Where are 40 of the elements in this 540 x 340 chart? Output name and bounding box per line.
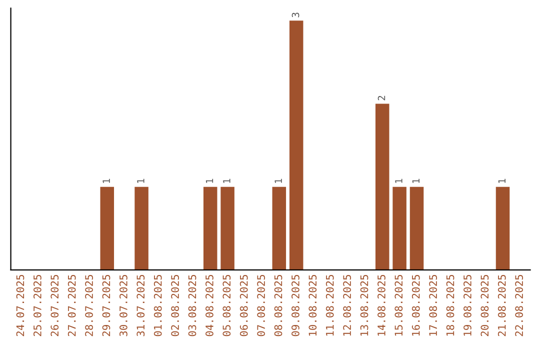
x-tick-label: 11.08.2025 <box>326 274 334 336</box>
data-label: 1 <box>274 178 282 183</box>
x-tick-label: 22.08.2025 <box>515 274 524 336</box>
x-tick-label: 12.08.2025 <box>343 274 351 336</box>
x-tick-label: 03.08.2025 <box>188 274 196 336</box>
x-tick-label: 17.08.2025 <box>429 274 438 336</box>
x-tick-label: 10.08.2025 <box>308 274 317 336</box>
x-tick-label: 06.08.2025 <box>240 274 248 336</box>
x-tick-label: 28.07.2025 <box>85 274 93 336</box>
data-label: 3 <box>292 12 300 18</box>
x-tick-label: 21.08.2025 <box>498 274 506 336</box>
x-tick-label: 18.08.2025 <box>446 274 454 336</box>
data-label: 1 <box>102 178 110 183</box>
data-label: 1 <box>137 178 144 183</box>
x-tick-label: 01.08.2025 <box>154 274 162 336</box>
x-tick-label: 31.07.2025 <box>136 274 145 336</box>
x-tick-label: 26.07.2025 <box>50 274 59 336</box>
data-label: 1 <box>206 178 214 183</box>
x-tick-label: 30.07.2025 <box>120 274 128 336</box>
x-tick-label: 04.08.2025 <box>206 274 214 336</box>
x-tick-label: 05.08.2025 <box>222 274 231 336</box>
data-label: 1 <box>223 178 230 183</box>
data-label: 1 <box>498 178 506 183</box>
data-label: 1 <box>395 178 402 183</box>
x-tick-label: 13.08.2025 <box>360 274 368 336</box>
data-label: 2 <box>378 96 386 100</box>
x-tick-label: 29.07.2025 <box>102 274 110 336</box>
x-tick-label: 09.08.2025 <box>292 274 300 336</box>
x-tick-label: 19.08.2025 <box>464 274 472 336</box>
x-tick-label: 25.07.2025 <box>33 274 42 336</box>
x-tick-label: 24.07.2025 <box>16 274 24 336</box>
x-tick-label: 07.08.2025 <box>257 274 265 336</box>
x-tick-label: 15.08.2025 <box>394 274 403 336</box>
data-label: 1 <box>412 178 420 183</box>
x-tick-label: 20.08.2025 <box>480 274 489 336</box>
x-tick-label: 27.07.2025 <box>68 274 76 336</box>
x-tick-label: 08.08.2025 <box>274 274 282 336</box>
x-tick-label: 02.08.2025 <box>171 274 179 336</box>
x-tick-label: 14.08.2025 <box>378 274 386 336</box>
x-tick-label: 16.08.2025 <box>412 274 420 336</box>
